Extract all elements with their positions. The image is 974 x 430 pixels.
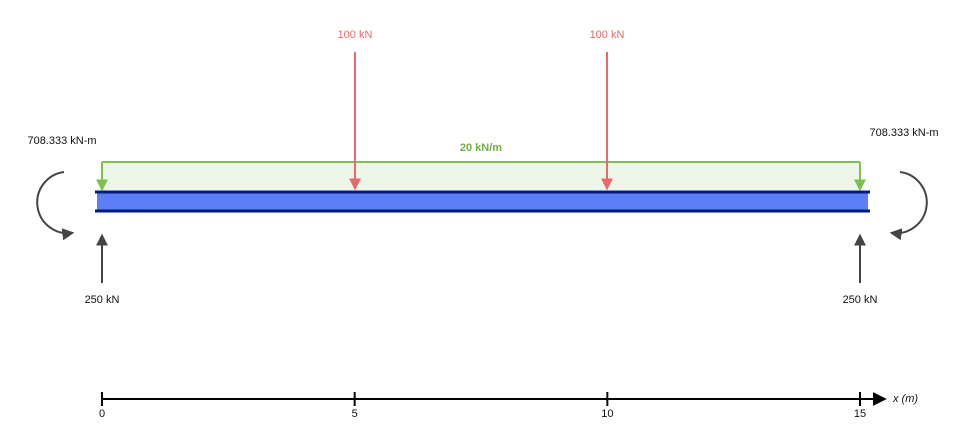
axis-tick-label: 10	[601, 408, 613, 420]
point-load-label: 100 kN	[590, 29, 625, 41]
distributed-load-area	[102, 162, 860, 190]
axis-tick-label: 15	[854, 408, 866, 420]
distributed-load-label: 20 kN/m	[460, 142, 502, 154]
moment-label: 708.333 kN-m	[869, 127, 938, 139]
beam	[97, 192, 868, 211]
axis-tick-label: 5	[352, 408, 358, 420]
moment-arrow	[36, 171, 75, 241]
moment-arrow	[889, 171, 928, 241]
reaction-label: 250 kN	[843, 294, 878, 306]
point-load-label: 100 kN	[338, 29, 373, 41]
axis-tick-label: 0	[99, 408, 105, 420]
moment-label: 708.333 kN-m	[27, 135, 96, 147]
x-axis-label: x (m)	[892, 393, 918, 405]
reaction-label: 250 kN	[85, 294, 120, 306]
